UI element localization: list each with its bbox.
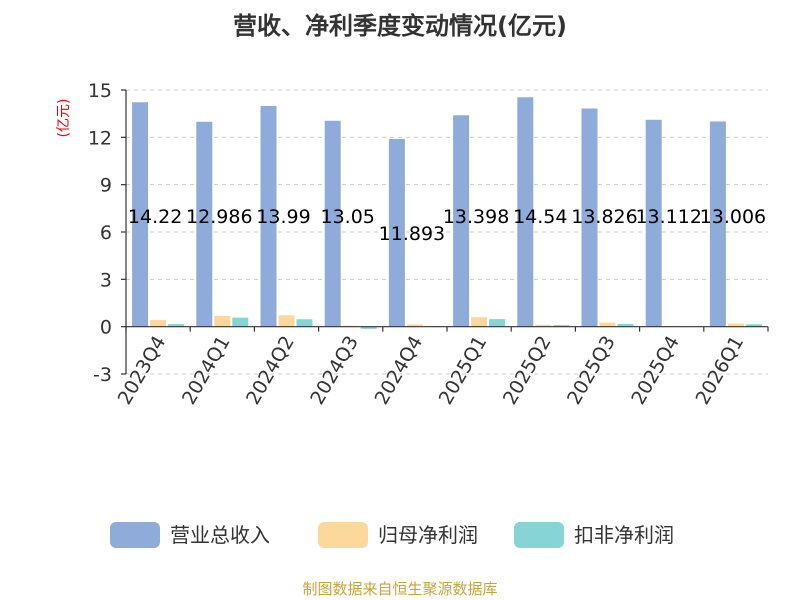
bar-3-2026Q1 <box>745 324 762 327</box>
bar-1-2023Q4 <box>132 102 149 327</box>
bar-1-2025Q3 <box>581 108 598 327</box>
y-tick-label: 12 <box>88 127 112 149</box>
y-tick-label: 0 <box>100 317 112 339</box>
data-label: 13.826 <box>571 206 637 228</box>
bar-2-2025Q3 <box>599 322 616 327</box>
legend-item-1: 营业总收入 <box>110 522 270 548</box>
legend-item-2: 归母净利润 <box>318 522 478 548</box>
data-label: 11.893 <box>379 223 445 245</box>
bar-3-2025Q3 <box>617 323 634 327</box>
x-tick-label: 2024Q1 <box>178 332 235 408</box>
bar-1-2024Q3 <box>324 120 341 327</box>
data-label: 14.54 <box>513 206 567 228</box>
x-tick-label: 2025Q2 <box>499 332 556 408</box>
bar-3-2024Q2 <box>296 319 313 327</box>
bar-2-2024Q1 <box>214 315 231 327</box>
bar-1-2024Q4 <box>388 139 405 327</box>
y-tick-label: 9 <box>100 175 112 197</box>
legend-label: 扣非净利润 <box>574 523 674 547</box>
y-axis-unit: (亿元) <box>56 99 72 138</box>
bar-2-2025Q2 <box>535 324 552 327</box>
source-note: 制图数据来自恒生聚源数据库 <box>302 580 497 598</box>
data-label: 13.006 <box>700 206 766 228</box>
bar-3-2024Q3 <box>360 326 377 329</box>
bar-2-2024Q2 <box>278 315 295 327</box>
legend-label: 归母净利润 <box>378 523 478 547</box>
data-label: 14.22 <box>128 206 182 228</box>
legend-label: 营业总收入 <box>170 523 270 547</box>
x-tick-label: 2026Q1 <box>691 332 748 408</box>
legend: 营业总收入 归母净利润 扣非净利润 <box>110 522 674 548</box>
bar-1-2025Q1 <box>453 115 470 327</box>
x-tick-label: 2024Q3 <box>306 332 363 408</box>
x-tick-label: 2024Q4 <box>370 332 427 408</box>
bar-2-2026Q1 <box>727 323 744 327</box>
bar-1-2026Q1 <box>709 121 726 327</box>
bar-2-2024Q4 <box>406 324 423 327</box>
y-tick-label: 3 <box>100 269 112 291</box>
data-label: 13.398 <box>443 206 509 228</box>
legend-swatch <box>514 522 564 548</box>
x-tick-label: 2025Q3 <box>563 332 620 408</box>
y-tick-label: 6 <box>100 222 112 244</box>
bar-2-2023Q4 <box>150 320 167 327</box>
bar-3-2023Q4 <box>168 324 185 327</box>
legend-swatch <box>110 522 160 548</box>
bar-3-2025Q1 <box>489 319 506 327</box>
bar-1-2025Q4 <box>645 119 662 327</box>
bar-1-2024Q1 <box>196 121 213 327</box>
bar-2-2025Q1 <box>471 317 488 327</box>
chart-title: 营收、净利季度变动情况(亿元) <box>233 12 567 40</box>
y-tick-label: -3 <box>93 364 112 386</box>
data-label: 13.05 <box>320 206 374 228</box>
data-label: 12.986 <box>186 206 252 228</box>
x-tick-label: 2025Q4 <box>627 332 684 408</box>
legend-item-3: 扣非净利润 <box>514 522 674 548</box>
bar-3-2025Q2 <box>553 325 570 327</box>
grid <box>126 89 768 375</box>
bars <box>132 97 762 329</box>
x-tick-label: 2023Q4 <box>114 332 171 408</box>
x-tick-label: 2024Q2 <box>242 332 299 408</box>
x-tick-label: 2025Q1 <box>435 332 492 408</box>
data-label: 13.99 <box>256 206 310 228</box>
bar-3-2024Q1 <box>232 317 249 327</box>
bar-1-2024Q2 <box>260 105 277 327</box>
y-tick-label: 15 <box>88 80 112 102</box>
data-label: 13.112 <box>635 206 701 228</box>
legend-swatch <box>318 522 368 548</box>
bar-1-2025Q2 <box>517 97 534 327</box>
